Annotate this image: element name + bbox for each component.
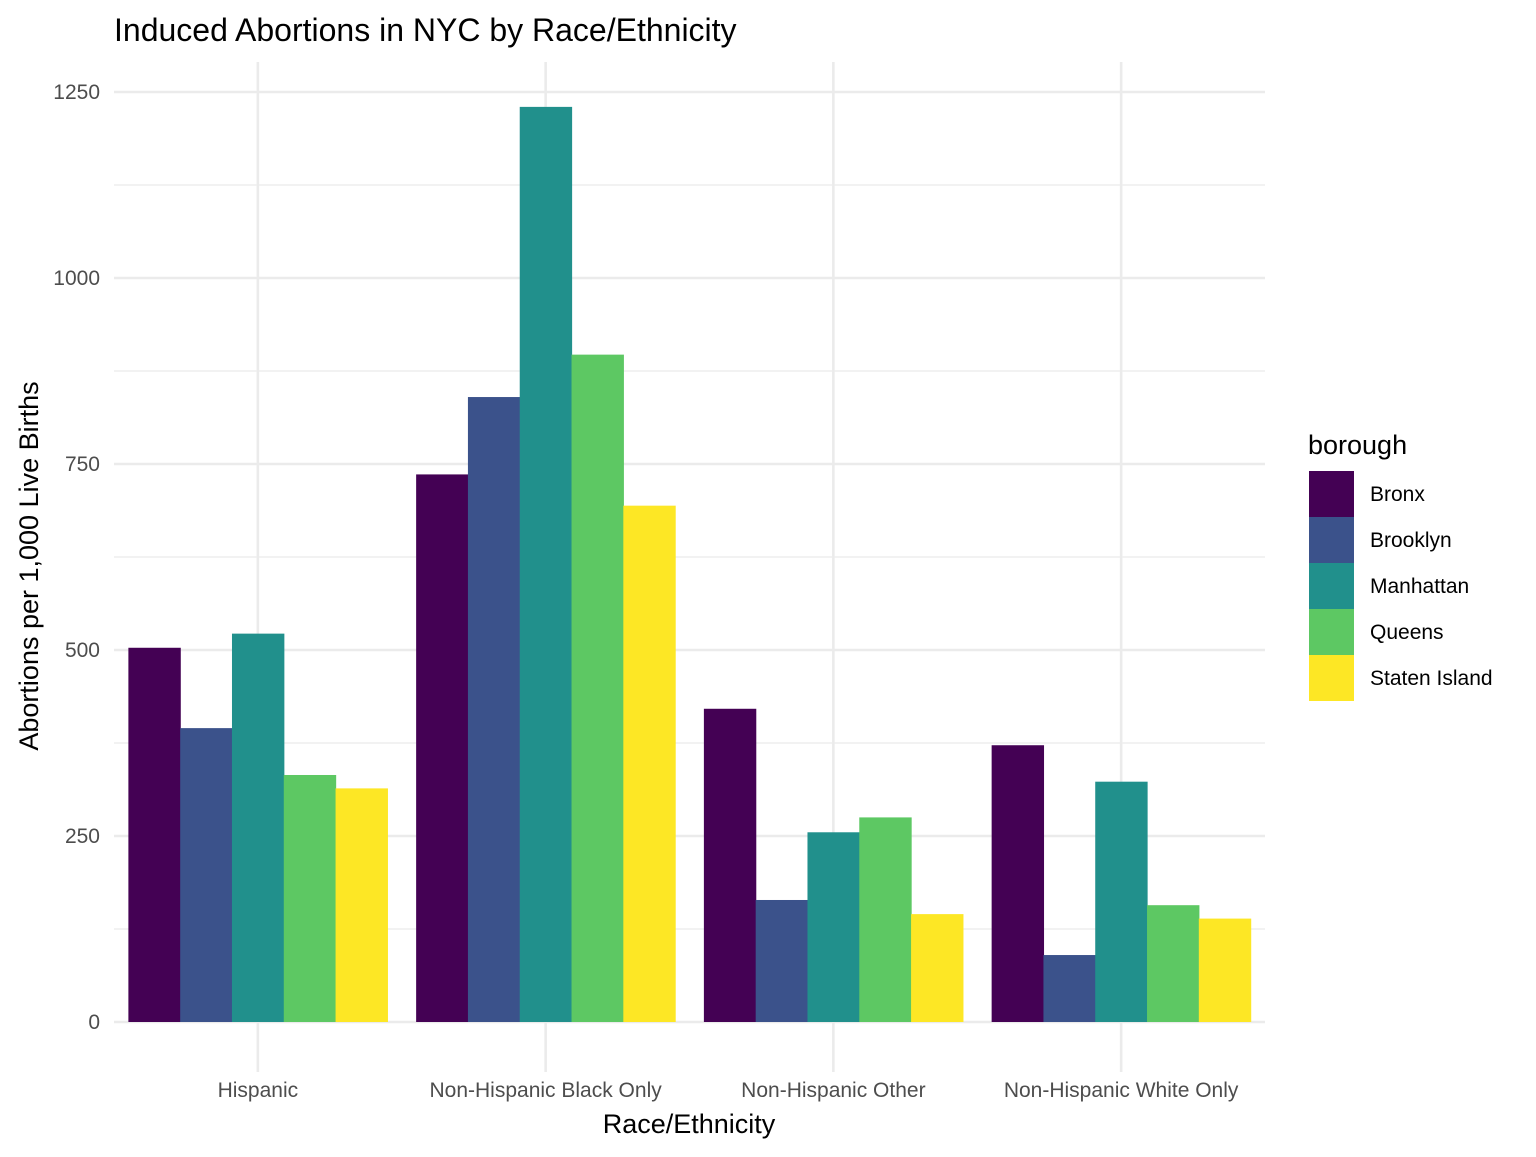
legend-label-bronx: Bronx [1370,483,1425,506]
legend-label-brooklyn: Brooklyn [1370,529,1452,552]
y-tick-label: 250 [65,825,100,848]
bar-staten-island-2 [911,914,964,1022]
bar-staten-island-3 [1198,918,1252,1022]
bar-bronx-3 [991,745,1045,1022]
bars [128,106,1252,1023]
legend: borough Bronx Brooklyn Manhattan Queens Stat… [1308,430,1493,701]
legend-label-manhattan: Manhattan [1370,575,1469,598]
x-tick-label: Non-Hispanic Other [741,1079,925,1102]
legend-key-brooklyn [1309,517,1354,563]
legend-key-bronx [1309,471,1354,517]
x-tick-label: Non-Hispanic Black Only [429,1079,662,1102]
x-tick-label: Non-Hispanic White Only [1004,1079,1239,1102]
bar-brooklyn-3 [1043,955,1096,1022]
bar-manhattan-1 [519,106,573,1022]
bar-queens-1 [571,354,624,1023]
y-axis-ticks: 0 250 500 750 1000 1250 [53,81,100,1034]
bar-queens-2 [859,817,912,1022]
y-tick-label: 1000 [53,267,100,290]
y-tick-label: 750 [65,453,100,476]
y-axis-title: Abortions per 1,000 Live Births [14,381,44,750]
y-tick-label: 500 [65,639,100,662]
legend-key-manhattan [1309,563,1354,609]
bar-brooklyn-1 [467,397,521,1022]
bar-queens-3 [1147,905,1200,1022]
bar-queens-0 [283,774,337,1022]
bar-manhattan-2 [807,832,860,1022]
chart-title: Induced Abortions in NYC by Race/Ethnici… [114,12,737,48]
bar-staten-island-1 [623,505,676,1022]
x-axis-ticks: Hispanic Non-Hispanic Black Only Non-Hispa… [218,1079,1239,1102]
bar-manhattan-3 [1095,781,1148,1022]
bar-bronx-1 [416,474,469,1022]
bar-brooklyn-2 [755,899,809,1022]
x-axis-title: Race/Ethnicity [603,1109,776,1139]
bar-manhattan-0 [231,633,285,1022]
legend-key-staten-island [1309,655,1354,701]
x-tick-label: Hispanic [218,1079,299,1102]
legend-key-queens [1309,609,1354,655]
bar-staten-island-0 [335,788,388,1022]
bar-bronx-0 [128,647,181,1022]
legend-label-staten-island: Staten Island [1370,667,1493,690]
y-tick-label: 1250 [53,81,100,104]
legend-label-queens: Queens [1370,621,1444,644]
bar-brooklyn-0 [180,728,233,1022]
bar-bronx-2 [703,708,757,1022]
legend-title: borough [1308,430,1407,460]
y-tick-label: 0 [88,1011,100,1034]
